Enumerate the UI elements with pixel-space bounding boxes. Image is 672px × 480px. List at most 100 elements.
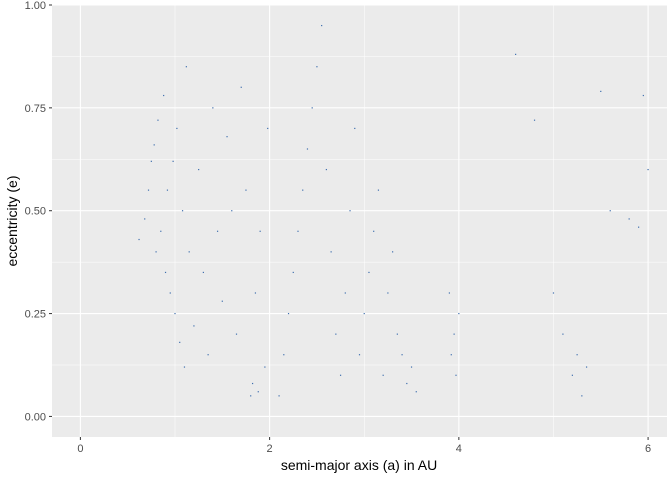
- data-point: [396, 333, 398, 335]
- data-point: [647, 168, 649, 171]
- data-point: [358, 354, 361, 356]
- y-tick-label: 0.50: [25, 206, 46, 218]
- data-point: [306, 148, 309, 150]
- data-point: [349, 210, 351, 212]
- data-point: [453, 333, 455, 335]
- data-point: [231, 210, 233, 212]
- data-point: [387, 292, 389, 294]
- data-point: [609, 210, 611, 212]
- data-point: [373, 230, 375, 232]
- data-point: [163, 94, 165, 97]
- data-point: [600, 90, 602, 92]
- x-axis-ticks: 0 2 4 6: [77, 437, 651, 455]
- data-point: [455, 374, 457, 376]
- minor-gridlines: [52, 5, 667, 437]
- x-tick-label: 6: [645, 443, 651, 455]
- data-point: [179, 341, 181, 343]
- data-point: [160, 230, 162, 232]
- data-point: [392, 251, 394, 253]
- data-point: [316, 66, 318, 68]
- data-point: [202, 271, 204, 274]
- data-point: [401, 354, 403, 356]
- data-point: [254, 292, 257, 294]
- data-point: [144, 218, 146, 220]
- y-axis-ticks: 0.00 0.25 0.50 0.75 1.00: [25, 0, 52, 423]
- data-point: [515, 53, 517, 55]
- data-point: [264, 366, 266, 368]
- y-tick-label: 0.75: [25, 103, 46, 115]
- major-gridlines: [52, 4, 667, 437]
- x-tick-label: 2: [267, 443, 273, 455]
- data-point: [150, 160, 152, 162]
- data-point: [193, 325, 195, 327]
- data-point: [188, 251, 190, 253]
- data-point: [415, 391, 417, 393]
- data-point: [235, 333, 238, 335]
- data-point: [166, 189, 169, 191]
- data-point: [278, 395, 280, 397]
- data-point: [287, 312, 290, 315]
- data-point: [576, 354, 578, 356]
- data-point: [164, 271, 167, 274]
- y-tick-label: 1.00: [25, 0, 46, 12]
- data-point: [221, 300, 223, 302]
- data-point: [368, 271, 370, 274]
- data-point: [257, 391, 259, 393]
- data-point: [344, 292, 346, 294]
- data-point: [250, 395, 252, 397]
- data-point: [212, 107, 214, 109]
- data-point: [410, 366, 413, 368]
- x-axis-title: semi-major axis (a) in AU: [281, 457, 437, 473]
- data-point: [458, 312, 460, 315]
- data-point: [226, 136, 228, 138]
- data-point: [155, 251, 157, 253]
- data-point: [382, 374, 384, 376]
- data-point: [297, 230, 299, 232]
- x-tick-label: 0: [77, 443, 83, 455]
- data-point: [169, 292, 171, 294]
- data-point: [628, 218, 630, 220]
- data-point: [302, 189, 304, 191]
- data-point: [450, 354, 452, 356]
- data-point: [571, 374, 573, 376]
- data-point: [638, 226, 640, 228]
- y-tick-label: 0.00: [25, 411, 46, 423]
- data-point: [174, 312, 176, 315]
- data-point: [172, 160, 174, 162]
- data-point: [185, 66, 187, 68]
- data-point: [147, 189, 150, 191]
- data-point: [283, 354, 285, 356]
- data-point: [533, 119, 536, 121]
- y-tick-label: 0.25: [25, 309, 46, 321]
- data-point: [335, 333, 337, 335]
- data-point: [157, 119, 159, 121]
- data-point: [176, 127, 178, 130]
- data-point: [153, 144, 155, 146]
- data-point: [181, 210, 184, 212]
- data-point: [245, 189, 247, 191]
- data-point: [339, 374, 342, 376]
- data-point: [406, 382, 408, 385]
- x-tick-label: 4: [456, 443, 462, 455]
- panel-background: [52, 5, 667, 437]
- data-point: [267, 127, 269, 130]
- y-axis-title: eccentricity (e): [4, 175, 20, 266]
- data-point: [292, 271, 294, 274]
- data-point: [198, 168, 200, 171]
- data-point: [240, 86, 242, 88]
- data-point: [642, 94, 644, 97]
- data-point: [321, 24, 323, 27]
- data-point: [448, 292, 450, 294]
- data-point: [138, 238, 140, 241]
- data-point: [325, 168, 327, 171]
- data-point: [330, 251, 332, 253]
- data-point: [552, 292, 555, 294]
- data-point: [562, 333, 564, 335]
- data-point: [216, 230, 219, 232]
- data-point: [585, 366, 588, 368]
- data-point: [311, 107, 313, 109]
- data-point: [251, 382, 254, 385]
- data-point: [377, 189, 380, 191]
- data-point: [259, 230, 261, 232]
